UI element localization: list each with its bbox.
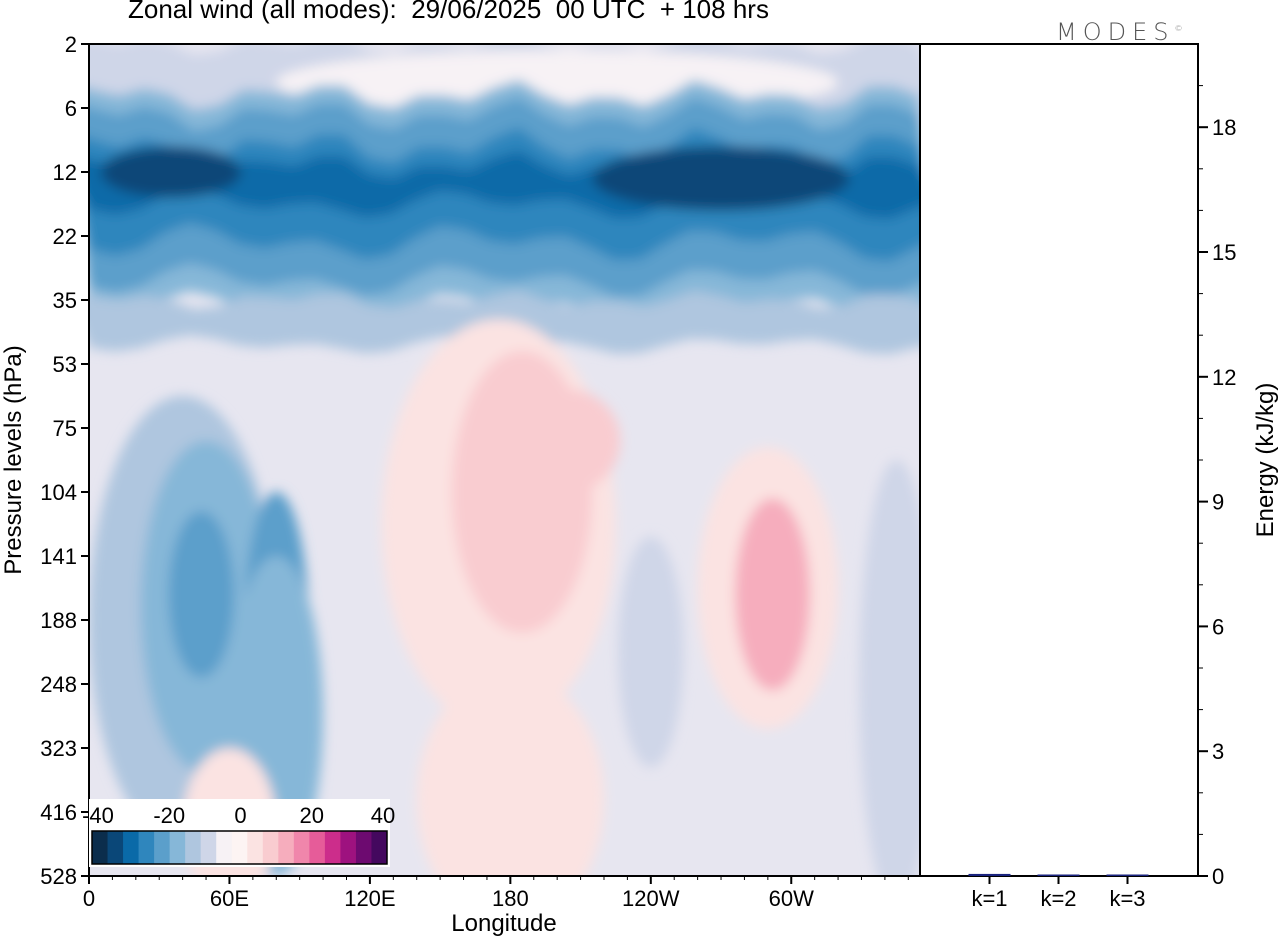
y-tick-label: 53	[53, 352, 77, 377]
logo-mark: ©	[1174, 24, 1183, 33]
energy-tick-label: 6	[1212, 614, 1224, 639]
weak-easterly-east-edge	[859, 460, 920, 876]
x-tick-label: 0	[83, 886, 95, 911]
y-tick-label: 188	[40, 608, 77, 633]
x-axis: 0 60E 120E 180 120W 60W	[83, 876, 909, 911]
colorbar-swatch	[154, 831, 171, 864]
energy-tick-label: 9	[1212, 490, 1224, 515]
colorbar-swatch	[231, 831, 248, 864]
heatmap-plot: 0 60E 120E 180 120W 60W 2 6 12 22 35 53 75 104 141 188…	[40, 32, 921, 911]
y-tick-label: 416	[40, 800, 77, 825]
colorbar-swatch	[216, 831, 233, 864]
energy-frame	[919, 43, 1199, 877]
colorbar-tick-label: -40	[82, 803, 114, 828]
colorbar-swatch	[123, 831, 140, 864]
y-tick-label: 35	[53, 288, 77, 313]
colorbar-swatch	[169, 831, 186, 864]
energy-axis: 0 3 6 9 12 15 18	[1198, 85, 1236, 889]
colorbar-swatch	[309, 831, 326, 864]
colorbar-swatch	[200, 831, 217, 864]
y-tick-label: 248	[40, 672, 77, 697]
logo-text: MODES	[1056, 18, 1175, 46]
colorbar-swatch	[107, 831, 124, 864]
y-axis: 2 6 12 22 35 53 75 104 141 188 248 323 416 528	[40, 32, 89, 889]
energy-tick-label: 18	[1212, 115, 1236, 140]
colorbar-swatch	[371, 831, 388, 864]
x-tick-label: 120W	[622, 886, 680, 911]
colorbar-tick-label: 0	[234, 803, 246, 828]
weak-easterly-120w	[618, 536, 684, 768]
westerly-180-upper	[517, 389, 621, 492]
y-tick-label: 141	[40, 544, 77, 569]
y-tick-label: 12	[53, 160, 77, 185]
x-axis-label: Longitude	[451, 910, 557, 937]
y-tick-label: 323	[40, 736, 77, 761]
energy-category-label: k=3	[1109, 886, 1145, 911]
y-tick-label: 104	[40, 480, 77, 505]
wind-field	[89, 44, 920, 876]
colorbar-swatch	[278, 831, 295, 864]
colorbar-frame	[91, 830, 388, 865]
x-tick-label: 120E	[344, 886, 395, 911]
y-tick-label: 22	[53, 224, 77, 249]
energy-tick-label: 15	[1212, 240, 1236, 265]
energy-bars: k=1 k=2 k=3	[968, 873, 1149, 911]
modes-logo: MODES©	[1056, 18, 1182, 46]
energy-bar	[1106, 874, 1149, 876]
energy-tick-label: 0	[1212, 864, 1224, 889]
x-tick-label: 60W	[769, 886, 814, 911]
colorbar-swatch	[247, 831, 264, 864]
y-tick-label: 6	[65, 96, 77, 121]
colorbar-swatch	[293, 831, 310, 864]
tropical-east-core	[168, 511, 235, 678]
westerly-60w-max	[765, 549, 799, 652]
y-tick-label: 75	[53, 416, 77, 441]
easterly-max-west	[592, 146, 850, 211]
chart-title: Zonal wind (all modes): 29/06/2025 00 UT…	[128, 0, 769, 24]
y-tick-label: 528	[40, 864, 77, 889]
energy-bar	[1037, 874, 1080, 876]
x-tick-label: 180	[492, 886, 529, 911]
colorbar-tick-label: 40	[371, 803, 395, 828]
colorbar-tick-label: -20	[153, 803, 185, 828]
colorbar-swatch	[340, 831, 357, 864]
easterly-max-east	[100, 146, 242, 198]
colorbar-swatch	[92, 831, 109, 864]
y-tick-label: 2	[65, 32, 77, 57]
energy-panel: k=1 k=2 k=3 0 3 6 9 12 15 18	[919, 43, 1236, 911]
energy-bar	[968, 873, 1011, 876]
colorbar-swatch	[324, 831, 341, 864]
x-tick-label: 60E	[210, 886, 249, 911]
colorbar-swatch	[262, 831, 279, 864]
westerly-180-lower	[416, 671, 604, 876]
energy-category-label: k=1	[971, 886, 1007, 911]
colorbar-swatch	[138, 831, 155, 864]
energy-category-label: k=2	[1040, 886, 1076, 911]
energy-tick-label: 3	[1212, 739, 1224, 764]
energy-tick-label: 12	[1212, 365, 1236, 390]
colorbar-swatch	[185, 831, 202, 864]
colorbar-tick-label: 20	[300, 803, 324, 828]
colorbar-swatch	[355, 831, 372, 864]
colorbar: -40 -20 0 20 40	[82, 799, 395, 867]
